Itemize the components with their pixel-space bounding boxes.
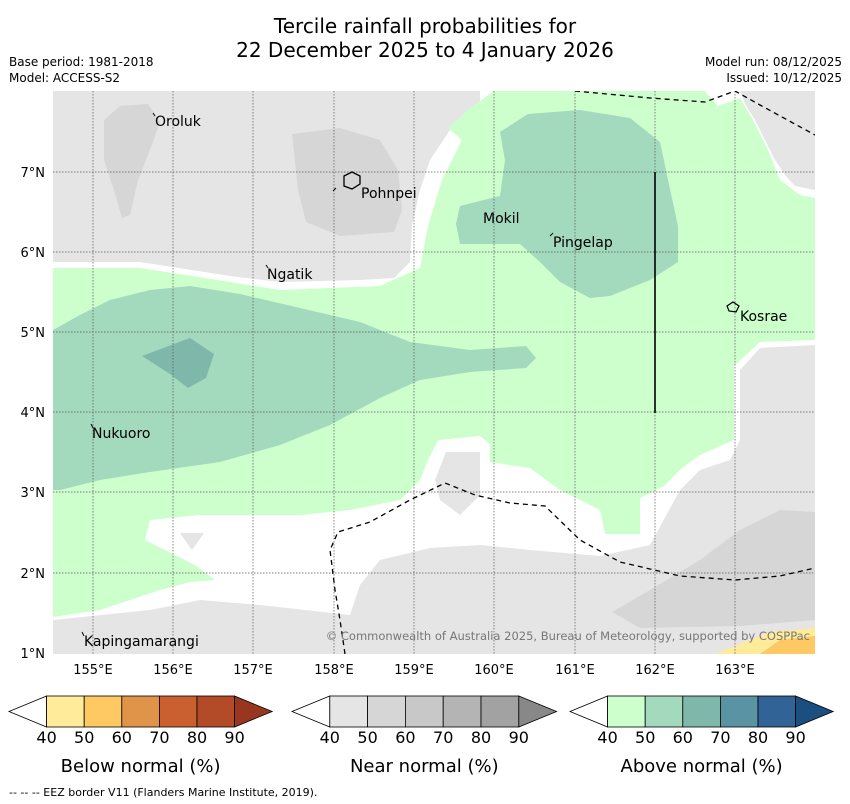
legend-arrow-low [568,695,608,728]
legend-tick-label: 70 [149,728,169,747]
legend-near-normal: 40 50 60 70 80 90 Near normal (%) [290,695,558,777]
legend-tick-label: 60 [395,728,415,747]
eez-footer-note: -- -- -- EEZ border V11 (Flanders Marine… [9,786,318,799]
legend-swatch [158,695,198,728]
legend-swatch [83,695,123,728]
legend-swatch [367,695,406,728]
lon-label-159e: 159°E [394,663,434,678]
legend-tick-label: 40 [597,728,617,747]
atoll-markers [81,112,554,637]
lon-label-163e: 163°E [715,663,755,678]
lon-label-162e: 162°E [635,663,675,678]
place-kapingamarangi: Kapingamarangi [84,634,199,650]
title-line-2: 22 December 2025 to 4 January 2026 [236,38,614,62]
near-normal-region-southeast [53,345,815,654]
issued-date: Issued: 10/12/2025 [726,71,842,85]
lat-label-3n: 3°N [21,486,46,501]
legend-swatch [607,695,646,728]
lon-label-158e: 158°E [314,663,354,678]
base-period: Base period: 1981-2018 [9,55,154,69]
latitude-labels: 7°N 6°N 5°N 4°N 3°N 2°N 1°N [21,166,46,662]
legend-swatch [757,695,796,728]
lat-label-7n: 7°N [21,166,46,181]
model-name: Model: ACCESS-S2 [9,71,121,85]
kosrae-island-outline [726,301,740,313]
lon-label-160e: 160°E [474,663,514,678]
place-nukuoro: Nukuoro [92,426,150,442]
legend-arrow-high [795,695,835,728]
legend-title: Above normal (%) [621,756,783,777]
legend-title: Near normal (%) [350,756,499,777]
legend-arrow-high [234,695,274,728]
legend-tick-label: 60 [112,728,132,747]
place-oroluk: Oroluk [155,114,202,130]
legend-swatch [442,695,482,728]
legend-tick-label: 50 [357,728,377,747]
legend-swatch [682,695,721,728]
legend-tick-label: 60 [673,728,693,747]
copyright-note: © Commonwealth of Australia 2025, Bureau… [326,629,810,643]
legend-tick-label: 80 [748,728,768,747]
lat-label-1n: 1°N [21,647,46,662]
title-line-1: Tercile rainfall probabilities for [273,14,577,38]
lon-label-155e: 155°E [73,663,113,678]
legend-tick-label: 80 [187,728,207,747]
lon-label-156e: 156°E [153,663,193,678]
graticule [53,91,815,654]
above-normal-50-region-east [456,110,678,298]
near-normal-50-patch-southeast [612,510,815,628]
place-pingelap: Pingelap [553,235,613,251]
place-pohnpei: Pohnpei [361,186,417,202]
legend-swatch [404,695,444,728]
legend-swatch [480,695,520,728]
legend-arrow-low [290,695,331,728]
lat-label-5n: 5°N [21,326,46,341]
near-normal-50-patch-oroluk [104,104,160,218]
legend-tick-label: 40 [36,728,56,747]
lon-label-161e: 161°E [555,663,595,678]
pohnpei-island-outline [343,171,361,190]
legend-tick-label: 90 [509,728,529,747]
legend-swatch [46,695,85,728]
legend-title: Below normal (%) [61,756,221,777]
near-normal-region-northeast [740,91,815,190]
above-normal-60-region [142,338,214,388]
legend-arrow-high [518,695,558,728]
place-labels: Oroluk Pohnpei Mokil Pingelap Ngatik Kos… [84,114,787,650]
legend-swatch [121,695,160,728]
longitude-labels: 155°E 156°E 157°E 158°E 159°E 160°E 161°… [73,663,755,678]
eez-border [329,91,815,654]
near-normal-50-patch-pohnpei [292,128,402,236]
legend-swatch [196,695,235,728]
lat-label-2n: 2°N [21,567,46,582]
legend-tick-label: 70 [433,728,453,747]
legend-swatch [329,695,368,728]
model-run: Model run: 08/12/2025 [704,55,842,69]
legend-tick-label: 50 [635,728,655,747]
legend-swatch [720,695,759,728]
legend-tick-label: 80 [471,728,491,747]
place-kosrae: Kosrae [740,309,787,325]
place-mokil: Mokil [483,211,520,227]
lat-label-4n: 4°N [21,406,46,421]
legend-arrow-low [7,695,47,728]
legend-tick-label: 70 [710,728,730,747]
probability-field [53,91,815,654]
place-ngatik: Ngatik [267,267,313,283]
legend-tick-label: 90 [224,728,244,747]
legend-tick-label: 90 [785,728,805,747]
legend-swatch [644,695,684,728]
legend-tick-label: 40 [320,728,340,747]
below-normal-60-region [760,636,815,654]
above-normal-50-region-west [53,286,536,490]
lon-label-157e: 157°E [233,663,273,678]
legend-tick-label: 50 [74,728,94,747]
lat-label-6n: 6°N [21,246,46,261]
